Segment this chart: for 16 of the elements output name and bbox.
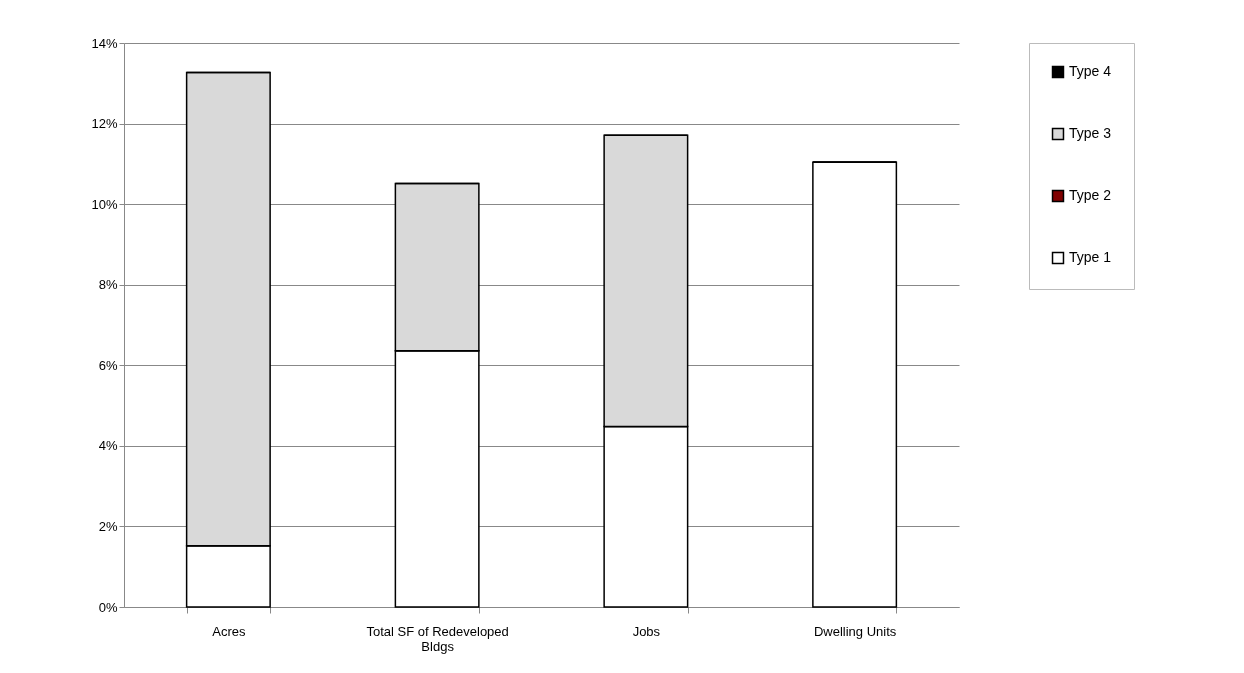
y-tick-label: 14% <box>91 35 118 51</box>
y-tick-label: 2% <box>98 518 118 534</box>
y-tick-label: 0% <box>98 599 118 615</box>
legend-label: Type 3 <box>1069 125 1112 141</box>
x-tick-label: Total SF of Redeveloped Bldgs <box>366 623 509 654</box>
legend-label: Type 2 <box>1069 187 1112 203</box>
x-tick-label: Jobs <box>632 623 661 639</box>
legend-label: Type 4 <box>1069 63 1112 79</box>
y-tick-label: 12% <box>91 116 118 132</box>
x-tick-label: Acres <box>212 623 246 639</box>
y-tick-label: 10% <box>91 196 118 212</box>
y-tick-label: 8% <box>98 277 118 293</box>
y-tick-label: 4% <box>98 438 118 454</box>
y-tick-label: 6% <box>98 357 118 373</box>
x-tick-label: Dwelling Units <box>813 623 897 639</box>
legend-label: Type 1 <box>1069 249 1112 265</box>
